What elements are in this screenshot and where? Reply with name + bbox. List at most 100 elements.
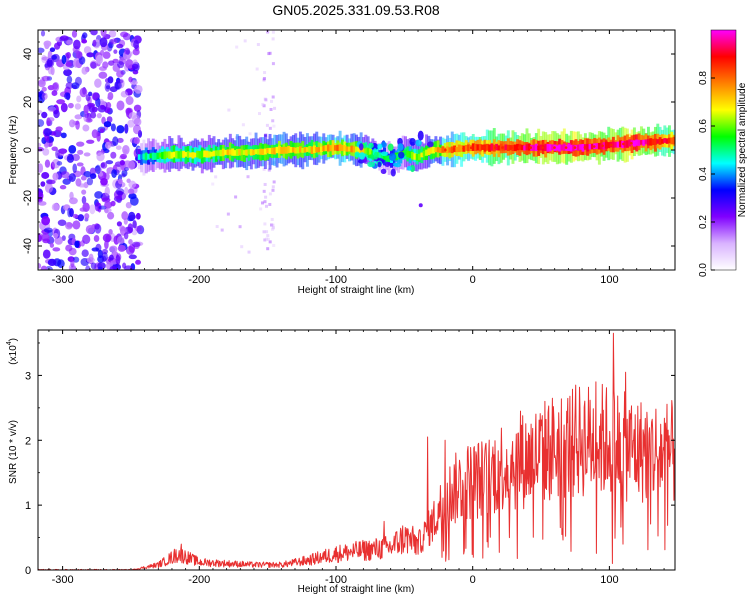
noise-blob [111,169,117,178]
colorbar-gradient [710,29,737,271]
spectrogram-x-tick-label: -100 [325,274,347,286]
ridge-cell [406,150,410,158]
ridge-cell [189,152,193,158]
noise-blob [132,48,140,56]
noise-blob [128,239,133,245]
noise-blob [81,66,88,75]
noise-blob [100,105,106,110]
ridge-cell [597,142,601,150]
noise-blob [70,258,75,268]
noise-blob [116,79,124,84]
noise-blob [79,87,88,98]
ridge-cell [467,144,471,152]
ridge-cell [256,148,260,155]
noise-blob [68,247,77,256]
noise-speckle [267,168,271,172]
ridge-cell [569,144,573,152]
spectrogram-x-axis-label: Height of straight line (km) [298,285,415,296]
noise-blob [83,104,89,115]
noise-blob [120,153,127,160]
noise-speckle [266,247,270,251]
ridge-blob [415,139,422,147]
noise-blob [73,39,81,50]
noise-blob [42,148,50,156]
noise-blob [119,159,125,166]
noise-blob [116,221,122,227]
noise-blob [60,132,67,139]
ridge-cell [326,144,330,152]
snr-y-axis-label: SNR (10 * v/v) [8,420,19,484]
noise-blob [99,128,105,133]
ridge-cell [623,141,627,148]
ridge-cell [245,149,249,156]
noise-blob [116,137,124,143]
noise-blob [81,196,87,205]
noise-blob [51,54,57,60]
ridge-cell [546,143,550,152]
noise-blob [102,51,111,59]
noise-blob [120,90,128,98]
ridge-blob [417,130,424,141]
noise-blob [82,32,88,39]
ridge-cell [420,152,424,158]
noise-blob [69,191,74,200]
noise-blob [44,183,54,193]
snr-multiplier-close: ) [8,338,19,341]
noise-speckle [266,135,270,139]
ridge-cell [357,146,361,154]
ridge-cell [369,148,372,157]
noise-blob [90,111,97,119]
snr-x-tick-label: -300 [52,574,74,586]
ridge-blob [377,143,383,150]
noise-blob [42,238,51,244]
ridge-blob [409,137,416,146]
noise-blob [47,106,57,113]
noise-blob [105,102,112,109]
noise-blob [38,234,42,242]
noise-blob [38,147,44,152]
noise-blob [104,207,109,214]
ridge-cell [532,144,536,151]
noise-blob [51,203,60,212]
noise-blob [41,86,47,92]
noise-blob [40,181,46,187]
noise-blob [51,146,58,152]
ridge-cell [558,144,562,152]
noise-blob [49,47,56,53]
noise-speckle [269,107,273,111]
noise-speckle [246,175,250,179]
noise-blob [47,117,55,122]
ridge-cell [200,150,204,158]
ridge-cell [196,150,200,158]
ridge-cell [364,147,368,154]
noise-blob [86,177,94,186]
ridge-blob [390,168,396,177]
noise-blob [115,188,125,196]
snr-x-ticks: -300 -200 -100 0 100 [48,330,665,586]
noise-blob [132,124,141,135]
spectrogram-y-axis-label: Frequency (Hz) [8,116,19,185]
noise-blob [102,233,112,243]
ridge-cell [147,153,151,160]
ridge-cell [207,151,211,158]
noise-speckle [211,182,215,186]
noise-blob [94,202,101,212]
noise-blob [40,30,46,37]
noise-blob [98,71,108,79]
noise-speckle [271,227,275,231]
noise-blob [108,229,113,235]
ridge-cell [436,147,440,153]
noise-blob [128,112,137,119]
ridge-cell [474,143,478,151]
noise-speckle [262,77,266,81]
spectrogram-x-tick-label: -200 [188,274,210,286]
noise-blob [66,154,75,163]
noise-blob [68,173,76,182]
ridge-cell [203,150,207,158]
noise-blob [111,38,118,45]
ridge-cell [418,153,422,160]
ridge-cell [385,155,389,162]
noise-blob [84,213,90,220]
ridge-cell [156,152,160,160]
noise-blob [131,228,138,236]
